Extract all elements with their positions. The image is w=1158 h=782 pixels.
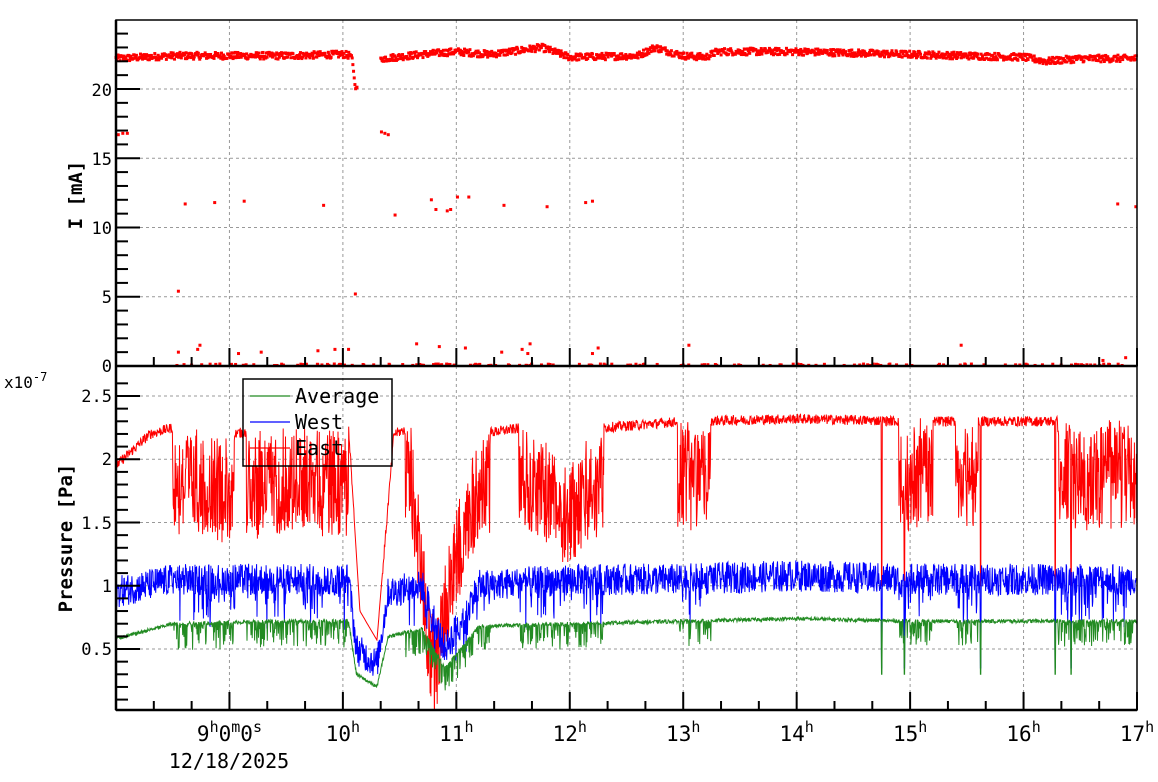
top-ytick-5: 5 (102, 288, 112, 308)
top-y-tick-labels: 0 5 10 15 20 (92, 81, 112, 377)
exponent-power: -7 (33, 370, 47, 384)
x-tick-label-12: 12h (553, 718, 587, 746)
x-tick-label-11: 11h (439, 718, 473, 746)
axes-frame (114, 19, 1138, 712)
x-date-label: 12/18/2025 (169, 749, 289, 773)
bottom-ytick-1: 1 (102, 577, 112, 597)
exponent-base: x10 (4, 373, 33, 392)
top-ytick-15: 15 (92, 150, 112, 170)
x-tick-label-10: 10h (326, 718, 360, 746)
bottom-ytick-2.5: 2.5 (81, 387, 112, 407)
bottom-ytick-1.5: 1.5 (81, 514, 112, 534)
top-ytick-0: 0 (102, 357, 112, 377)
axis-ticks (115, 32, 1138, 710)
x-tick-label-14: 14h (780, 718, 814, 746)
bottom-ytick-2: 2 (102, 450, 112, 470)
x-tick-label-13: 13h (666, 718, 700, 746)
pressure-series (116, 413, 1137, 710)
legend-box (242, 378, 393, 467)
bottom-y-axis-label: Pressure [Pa] (55, 464, 77, 613)
legend-west-label: West (295, 410, 343, 434)
x-tick-label-17: 17h (1120, 718, 1154, 746)
legend: Average West East (242, 378, 393, 467)
top-y-axis-label: I [mA] (65, 161, 87, 230)
top-panel-grid (116, 20, 1137, 366)
x-tick-label-15: 15h (893, 718, 927, 746)
legend-east-label: East (295, 436, 343, 460)
x-tick-labels: 9h0m0s 10h 11h 12h 13h 14h 15h 16h 17h (197, 718, 1154, 746)
legend-average-label: Average (295, 384, 379, 408)
bottom-y-tick-labels: 0.5 1 1.5 2 2.5 (81, 387, 112, 660)
x-tick-label-16: 16h (1006, 718, 1040, 746)
top-ytick-10: 10 (92, 219, 112, 239)
x-tick-label-9: 9h0m0s (197, 718, 262, 746)
top-ytick-20: 20 (92, 81, 112, 101)
current-series (114, 42, 1138, 367)
bottom-ytick-0.5: 0.5 (81, 640, 112, 660)
y-exponent-label: x10-7 (4, 370, 47, 392)
